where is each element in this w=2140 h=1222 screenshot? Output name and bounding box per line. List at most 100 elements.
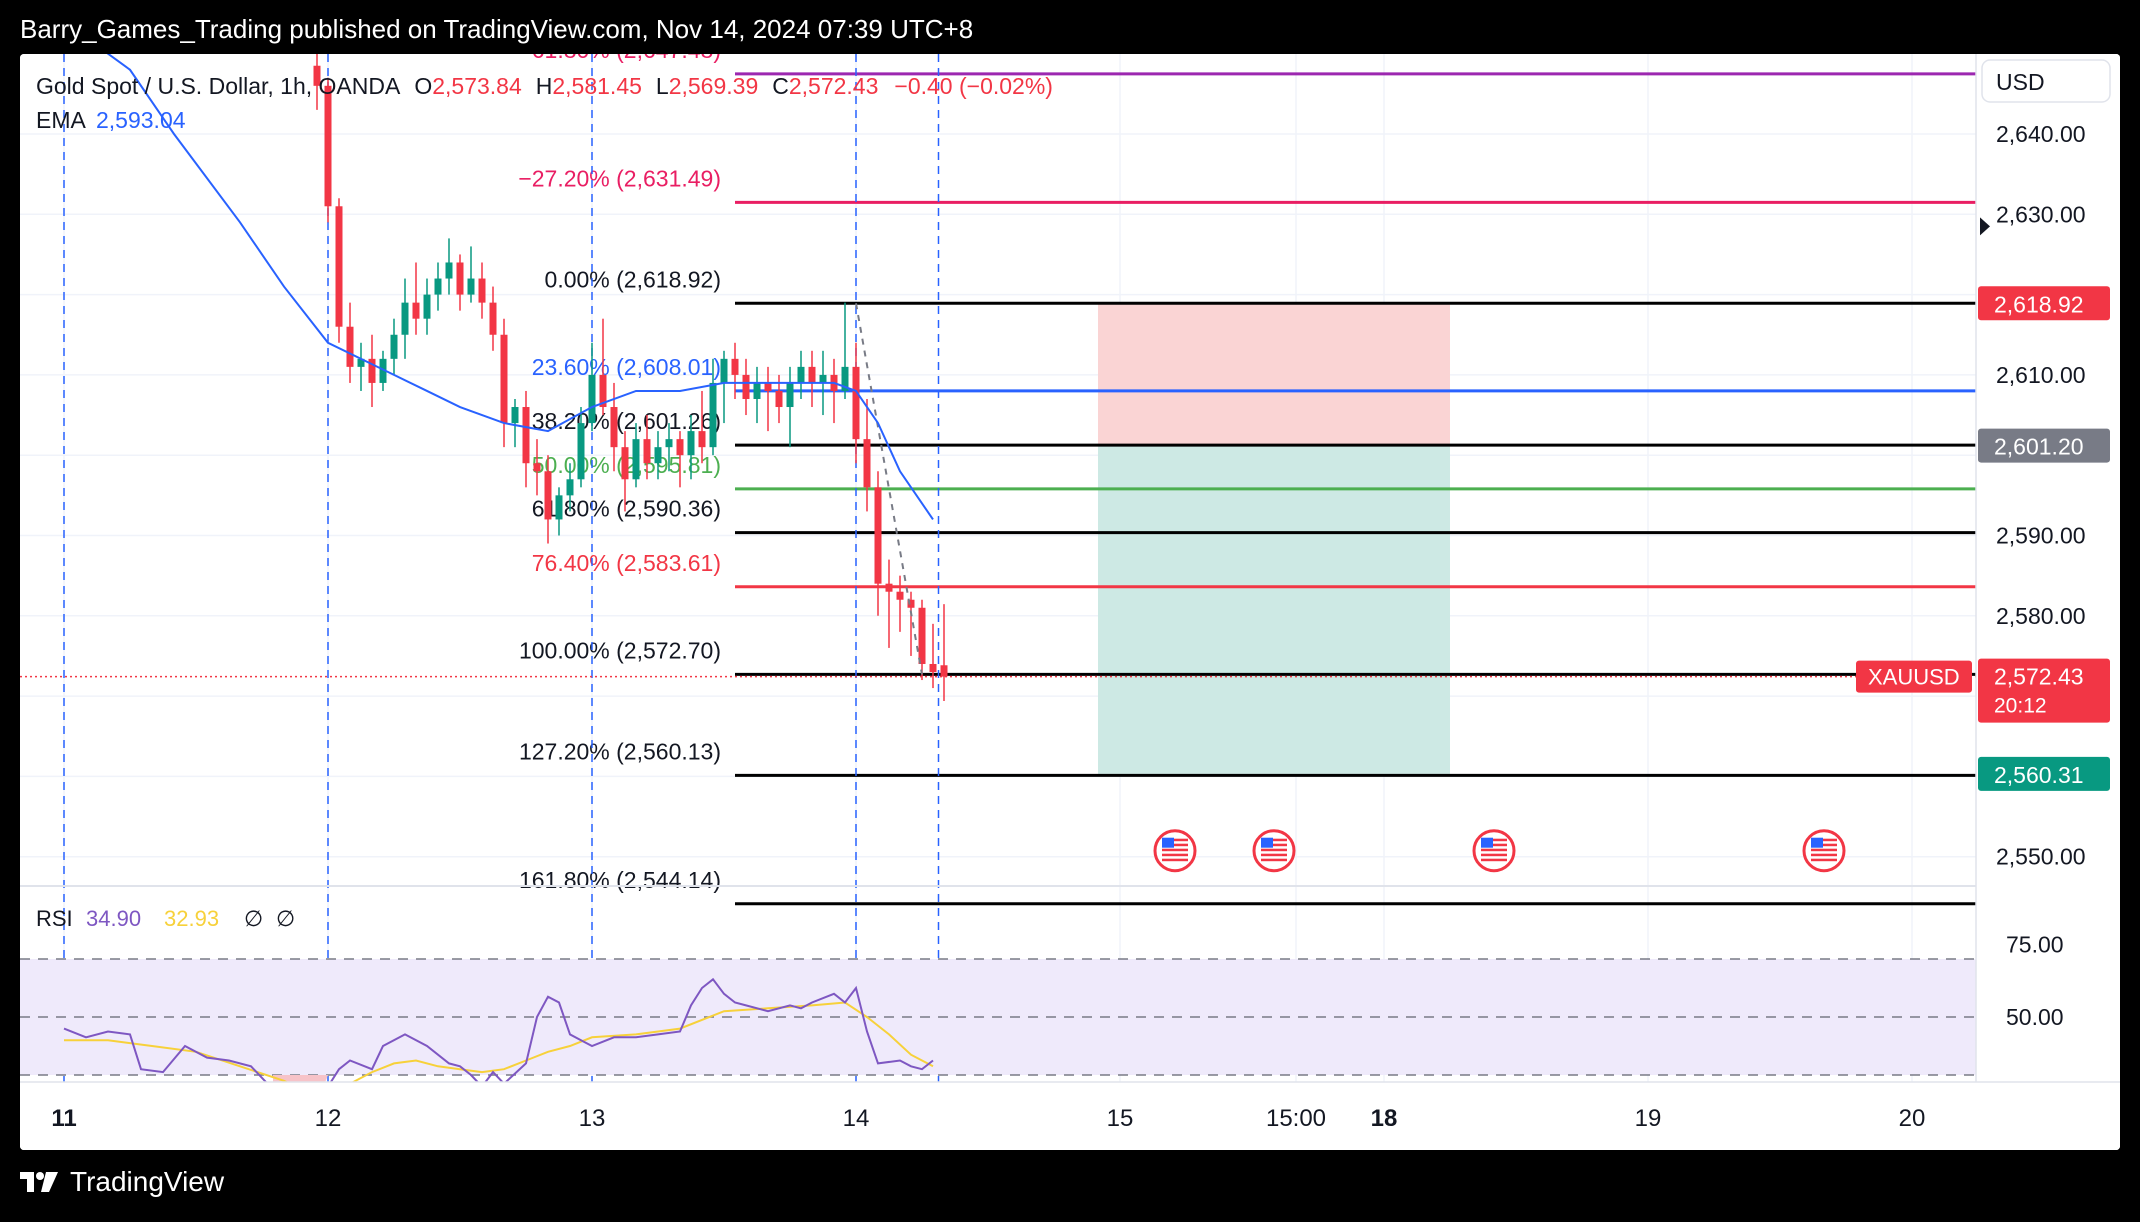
countdown-text: 20:12	[1994, 695, 2047, 718]
candle-body	[555, 495, 563, 520]
fib-level-label: 23.60% (2,608.01)	[532, 354, 721, 380]
candle-body	[544, 471, 552, 520]
rsi-legend: RSI 34.90 32.93 ∅ ∅	[36, 906, 295, 931]
footer-bar: TradingView	[0, 1150, 2140, 1222]
close-value: 2,572.43	[789, 73, 879, 99]
fib-level-label: −61.80% (2,647.48)	[518, 54, 721, 63]
candle-body	[577, 423, 585, 480]
candle-body	[357, 358, 365, 367]
scroll-arrow-icon[interactable]	[1980, 217, 1990, 236]
price-tag	[1978, 428, 2110, 463]
candle-body	[775, 390, 783, 408]
price-tick-label: 2,550.00	[1996, 844, 2086, 870]
fib-level-label: 0.00% (2,618.92)	[545, 266, 721, 292]
candle-body	[687, 431, 695, 456]
flag-canton	[1811, 837, 1823, 848]
fib-trend-line	[855, 303, 923, 675]
candle-body	[797, 366, 805, 383]
rsi-tick-label: 75.00	[2006, 932, 2064, 958]
candle-body	[632, 439, 640, 480]
low-label: L	[656, 73, 669, 99]
candle-body	[445, 262, 453, 279]
time-tick-label: 15:00	[1266, 1105, 1326, 1132]
flag-stripe	[1811, 848, 1837, 852]
change-value: −0.40 (−0.02%)	[894, 73, 1053, 99]
candle-body	[346, 326, 354, 367]
flag-stripe	[1162, 838, 1188, 842]
candle-body	[896, 591, 904, 600]
flag-stripe	[1261, 858, 1287, 862]
us-flag-icon[interactable]	[1153, 829, 1197, 873]
flag-stripe	[1162, 848, 1188, 852]
fib-level-label: 161.80% (2,544.14)	[519, 867, 721, 893]
tradingview-logo[interactable]: TradingView	[20, 1166, 224, 1198]
flag-stripe	[1162, 843, 1188, 847]
candle-body	[566, 479, 574, 496]
fib-level-label: −27.20% (2,631.49)	[518, 165, 721, 191]
price-tag-label: 2,560.31	[1994, 762, 2084, 788]
price-tag	[1978, 286, 2110, 321]
open-label: O	[414, 73, 432, 99]
flag-stripe	[1811, 843, 1837, 847]
flag-stripe	[1261, 853, 1287, 857]
time-tick-label: 15	[1107, 1105, 1134, 1132]
rsi-tick-label: 50.00	[2006, 1004, 2064, 1030]
fib-level-label: 38.20% (2,601.26)	[532, 408, 721, 434]
reward-zone[interactable]	[1098, 445, 1450, 774]
symbol-tag	[1856, 660, 1972, 693]
fib-extension-tool[interactable]: −61.80% (2,647.48) −27.20% (2,631.49) 0.00…	[518, 54, 1976, 906]
price-tick-label: 2,590.00	[1996, 523, 2086, 549]
time-tick-label: 13	[579, 1105, 606, 1132]
currency-label: USD	[1996, 69, 2045, 95]
time-tick-label: 18	[1371, 1105, 1398, 1132]
candle-body	[478, 278, 486, 303]
us-flag-icon[interactable]	[1472, 829, 1516, 873]
symbol-title: Gold Spot / U.S. Dollar, 1h, OANDA	[36, 73, 401, 99]
candlestick-series	[313, 54, 948, 701]
flag-stripe	[1481, 858, 1507, 862]
price-axis[interactable]: USD2,640.002,630.002,620.002,610.002,590…	[1856, 54, 2120, 1103]
flag-stripe	[1811, 853, 1837, 857]
price-tick-label: 2,640.00	[1996, 121, 2086, 147]
candle-body	[588, 374, 596, 424]
candle-body	[654, 447, 662, 464]
candle-body	[852, 366, 860, 440]
time-tick-label: 11	[51, 1105, 76, 1132]
ohlc-values: O2,573.84 H2,581.45 L2,569.39 C2,572.43 −0.4…	[414, 73, 1053, 99]
rsi-ma-value: 32.93	[164, 906, 219, 931]
flag-stripe	[1261, 838, 1287, 842]
ema-value: 2,593.04	[96, 107, 186, 133]
chart-panel[interactable]: −61.80% (2,647.48) −27.20% (2,631.49) 0.00…	[20, 54, 2120, 1150]
us-flag-icon[interactable]	[1802, 829, 1846, 873]
risk-zone[interactable]	[1098, 303, 1450, 446]
economic-events[interactable]	[1153, 829, 1846, 873]
price-tag	[1978, 756, 2110, 791]
tradingview-logo-icon	[20, 1172, 58, 1192]
current-price-tag	[1978, 658, 2110, 723]
candle-body	[841, 366, 849, 391]
candle-body	[874, 487, 882, 584]
candle-body	[335, 206, 343, 327]
position-tool[interactable]	[1098, 303, 1450, 774]
candle-body	[698, 431, 706, 448]
candle-body	[709, 382, 717, 448]
ema-series-line	[106, 54, 934, 521]
fib-level-label: 100.00% (2,572.70)	[519, 637, 721, 663]
candle-body	[412, 302, 420, 319]
price-tag-label: 2,618.92	[1994, 291, 2084, 317]
candle-body	[423, 294, 431, 319]
rsi-pane[interactable]	[20, 885, 2120, 1114]
brand-text: TradingView	[70, 1166, 225, 1197]
currency-button[interactable]	[1981, 59, 2111, 103]
flag-stripe	[1261, 848, 1287, 852]
candle-body	[885, 583, 893, 592]
candle-body	[808, 366, 816, 383]
time-axis[interactable]: 11 12 13 14 15 15:00 18 19 20	[20, 1081, 2120, 1150]
candle-body	[929, 663, 937, 673]
chart-svg[interactable]: −61.80% (2,647.48) −27.20% (2,631.49) 0.00…	[20, 54, 2120, 1150]
candle-body	[731, 358, 739, 375]
rsi-na-1: ∅	[244, 906, 263, 931]
candle-body	[676, 439, 684, 456]
candle-body	[610, 407, 618, 448]
us-flag-icon[interactable]	[1252, 829, 1296, 873]
